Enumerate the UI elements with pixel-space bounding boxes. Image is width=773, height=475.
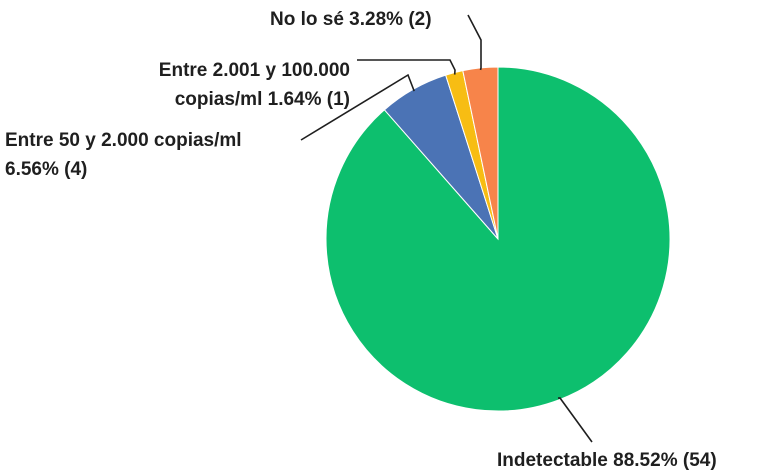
slice-label-0-line-0: Indetectable 88.52% (54) [497,450,717,471]
slice-label-2-line-1: copias/ml 1.64% (1) [175,89,350,110]
leader-line-2 [357,59,456,75]
slice-label-3-line-0: No lo sé 3.28% (2) [270,9,432,30]
leader-line-1 [300,73,415,141]
slice-label-2-line-0: Entre 2.001 y 100.000 [159,60,350,81]
leader-line-3 [467,14,482,71]
leader-lines [300,14,593,443]
slice-labels: Indetectable 88.52% (54) Entre 50 y 2.000… [5,9,717,471]
pie-slices [325,66,671,412]
leader-line-0 [557,397,593,443]
slice-label-1-line-1: 6.56% (4) [5,159,87,180]
slice-label-1-line-0: Entre 50 y 2.000 copias/ml [5,130,242,151]
